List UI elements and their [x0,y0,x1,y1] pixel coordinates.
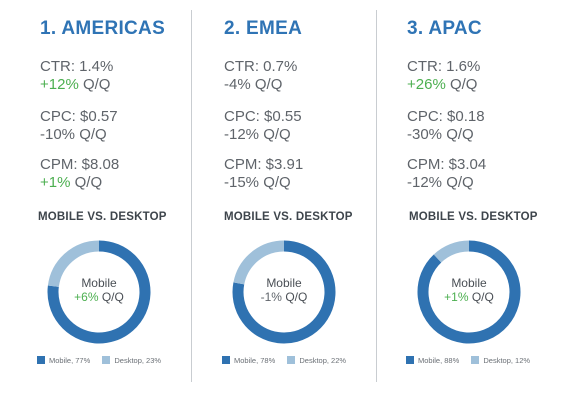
legend-swatch-mobile [406,356,414,364]
legend-swatch-desktop [471,356,480,364]
qq-label: Q/Q [471,290,494,304]
donut-slice-mobile [232,240,336,344]
column-divider [191,10,192,382]
legend-swatch-desktop [102,356,111,364]
legend-swatch-mobile [37,356,45,364]
donut-chart-americas [47,240,151,344]
section-title-apac: MOBILE VS. DESKTOP [409,211,538,223]
donut-center-change: +1% Q/Q [417,290,521,304]
cpm-change: +1% Q/Q [40,174,102,191]
region-title: 2. EMEA [224,18,303,39]
qq-label: Q/Q [446,174,474,191]
legend-apac: Mobile, 88% Desktop, 12% [406,356,540,365]
legend-label-desktop: Desktop, 23% [114,356,162,365]
cpm-value: CPM: $3.04 [407,156,487,173]
qq-label: Q/Q [263,174,291,191]
donut-slice-mobile [47,240,151,344]
ctr-value: CTR: 1.6% [407,58,481,75]
donut-slice-mobile [417,240,521,344]
cpc-change: -10% Q/Q [40,126,107,143]
cpc-change-value: -30% [407,126,443,143]
qq-label: Q/Q [254,76,283,93]
legend-item-desktop: Desktop, 12% [471,356,530,365]
ctr-change: +12% Q/Q [40,76,110,93]
ctr-change: +26% Q/Q [407,76,477,93]
cpm-change-value: +1% [40,174,71,191]
cpm-value: CPM: $8.08 [40,156,120,173]
cpm-change: -12% Q/Q [407,174,474,191]
qq-label: Q/Q [82,76,111,93]
legend-label-mobile: Mobile, 78% [234,356,276,365]
qq-label: Q/Q [446,126,474,143]
donut-center-label: Mobile [266,276,302,290]
ctr-change-value: +12% [40,76,79,93]
legend-item-desktop: Desktop, 23% [102,356,161,365]
legend-emea: Mobile, 78% Desktop, 22% [222,356,356,365]
donut-center-change-value: +1% [444,290,469,304]
ctr-value: CTR: 0.7% [224,58,298,75]
column-divider [376,10,377,382]
region-title: 1. AMERICAS [40,18,166,39]
cpc-value: CPC: $0.55 [224,108,302,125]
section-title-emea: MOBILE VS. DESKTOP [224,211,353,223]
qq-label: Q/Q [285,290,308,304]
cpc-value: CPC: $0.57 [40,108,118,125]
legend-item-mobile: Mobile, 78% [222,356,275,365]
cpc-change-value: -10% [40,126,76,143]
cpc-value: CPC: $0.18 [407,108,485,125]
legend-americas: Mobile, 77% Desktop, 23% [37,356,171,365]
region-americas: 1. AMERICAS CTR: 1.4% +12% Q/Q CPC: $0.5… [40,0,190,407]
cpc-change: -12% Q/Q [224,126,291,143]
region-emea: 2. EMEA CTR: 0.7% -4% Q/Q CPC: $0.55 -12… [224,0,374,407]
cpm-change-value: -12% [407,174,443,191]
donut-center-change: -1% Q/Q [232,290,336,304]
donut-center-label: Mobile [81,276,117,290]
cpm-change-value: -15% [224,174,260,191]
legend-item-desktop: Desktop, 22% [287,356,346,365]
donut-center-change-value: -1% [260,290,282,304]
donut-center-americas: Mobile +6% Q/Q [47,276,151,304]
legend-swatch-mobile [222,356,230,364]
donut-center-change-value: +6% [74,290,99,304]
cpc-change: -30% Q/Q [407,126,474,143]
donut-center-change: +6% Q/Q [47,290,151,304]
cpm-change: -15% Q/Q [224,174,291,191]
ctr-change: -4% Q/Q [224,76,282,93]
legend-item-mobile: Mobile, 88% [406,356,459,365]
qq-label: Q/Q [74,174,103,191]
legend-label-mobile: Mobile, 88% [418,356,460,365]
qq-label: Q/Q [263,126,291,143]
donut-chart-apac [417,240,521,344]
ctr-change-value: +26% [407,76,446,93]
legend-swatch-desktop [287,356,296,364]
donut-chart-emea [232,240,336,344]
section-title-americas: MOBILE VS. DESKTOP [38,211,167,223]
cpc-change-value: -12% [224,126,260,143]
legend-label-desktop: Desktop, 22% [299,356,347,365]
donut-center-label: Mobile [451,276,487,290]
donut-slice-desktop [47,240,100,288]
legend-label-mobile: Mobile, 77% [49,356,91,365]
ctr-value: CTR: 1.4% [40,58,114,75]
legend-label-desktop: Desktop, 12% [483,356,531,365]
donut-slice-desktop [433,240,470,263]
region-title: 3. APAC [407,18,482,39]
qq-label: Q/Q [101,290,124,304]
legend-item-mobile: Mobile, 77% [37,356,90,365]
donut-center-apac: Mobile +1% Q/Q [417,276,521,304]
qq-label: Q/Q [449,76,478,93]
cpm-value: CPM: $3.91 [224,156,304,173]
ctr-change-value: -4% [224,76,251,93]
qq-label: Q/Q [79,126,107,143]
region-apac: 3. APAC CTR: 1.6% +26% Q/Q CPC: $0.18 -3… [407,0,557,407]
donut-slice-desktop [233,240,285,285]
donut-center-emea: Mobile -1% Q/Q [232,276,336,304]
